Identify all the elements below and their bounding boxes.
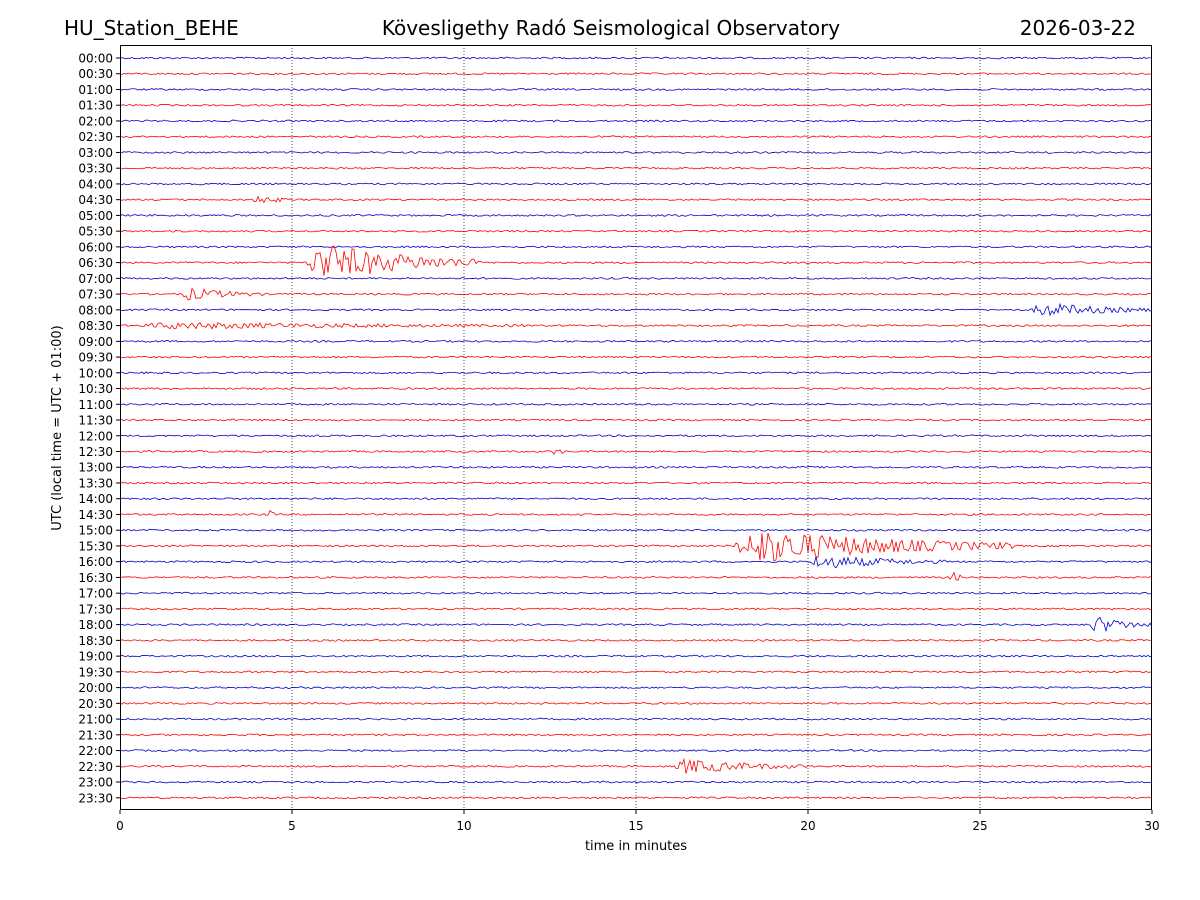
y-tick-label: 14:30 — [78, 508, 113, 522]
trace-2130 — [119, 733, 1153, 737]
y-tick-label: 12:30 — [78, 445, 113, 459]
x-tick-label: 10 — [456, 819, 471, 833]
y-tick-label: 01:00 — [78, 83, 113, 97]
trace-2100 — [119, 717, 1153, 721]
x-axis-label: time in minutes — [585, 839, 687, 854]
station-name: HU_Station_BEHE — [64, 16, 239, 40]
x-tick-label: 30 — [1144, 819, 1159, 833]
y-tick-label: 09:00 — [78, 335, 113, 349]
trace-1300 — [119, 465, 1153, 469]
y-tick-label: 20:00 — [78, 681, 113, 695]
x-tick-label: 0 — [116, 819, 124, 833]
y-tick-label: 04:30 — [78, 193, 113, 207]
y-tick-label: 20:30 — [78, 697, 113, 711]
observatory-title: Kövesligethy Radó Seismological Observat… — [382, 16, 840, 40]
trace-0030 — [119, 72, 1153, 76]
y-tick-label: 02:30 — [78, 130, 113, 144]
y-tick-label: 11:30 — [78, 414, 113, 428]
trace-0700 — [119, 276, 1153, 280]
y-tick-label: 19:30 — [78, 665, 113, 679]
trace-1030 — [119, 387, 1153, 390]
x-tick-label: 5 — [288, 819, 296, 833]
y-tick-label: 11:00 — [78, 398, 113, 412]
y-tick-label: 15:00 — [78, 524, 113, 538]
y-tick-label: 10:30 — [78, 382, 113, 396]
y-tick-label: 05:30 — [78, 225, 113, 239]
trace-2330 — [119, 796, 1153, 800]
y-tick-label: 21:00 — [78, 713, 113, 727]
y-tick-label: 00:00 — [78, 52, 113, 66]
trace-2030 — [119, 701, 1153, 705]
y-tick-label: 18:00 — [78, 618, 113, 632]
trace-1200 — [119, 434, 1153, 438]
y-tick-label: 17:30 — [78, 602, 113, 616]
y-tick-label: 09:30 — [78, 351, 113, 365]
y-tick-label: 19:00 — [78, 650, 113, 664]
plot-frame — [120, 45, 1152, 810]
trace-0630 — [119, 244, 1153, 276]
trace-0430 — [119, 195, 1153, 204]
y-tick-label: 03:00 — [78, 146, 113, 160]
trace-0900 — [119, 339, 1153, 343]
y-tick-label: 07:30 — [78, 288, 113, 302]
y-tick-label: 04:00 — [78, 177, 113, 191]
y-tick-label: 00:30 — [78, 67, 113, 81]
y-axis-label: UTC (local time = UTC + 01:00) — [50, 325, 65, 530]
y-tick-label: 05:00 — [78, 209, 113, 223]
x-tick-label: 15 — [628, 819, 643, 833]
x-tick-label: 25 — [972, 819, 987, 833]
trace-2300 — [119, 780, 1153, 784]
y-tick-label: 17:00 — [78, 587, 113, 601]
trace-0800 — [119, 302, 1153, 317]
y-tick-label: 23:30 — [78, 791, 113, 805]
y-tick-label: 12:00 — [78, 429, 113, 443]
plot-date: 2026-03-22 — [1020, 16, 1136, 40]
trace-1930 — [119, 670, 1153, 674]
y-tick-label: 08:00 — [78, 303, 113, 317]
y-tick-label: 18:30 — [78, 634, 113, 648]
trace-1900 — [119, 654, 1153, 658]
trace-1100 — [119, 402, 1153, 406]
y-tick-label: 13:00 — [78, 461, 113, 475]
y-tick-label: 06:00 — [78, 240, 113, 254]
y-tick-label: 16:00 — [78, 555, 113, 569]
y-tick-label: 16:30 — [78, 571, 113, 585]
y-tick-label: 21:30 — [78, 728, 113, 742]
y-tick-label: 23:00 — [78, 776, 113, 790]
y-tick-label: 22:00 — [78, 744, 113, 758]
y-tick-label: 07:00 — [78, 272, 113, 286]
y-tick-label: 10:00 — [78, 366, 113, 380]
trace-1700 — [119, 591, 1153, 595]
y-tick-label: 06:30 — [78, 256, 113, 270]
trace-1330 — [119, 481, 1153, 485]
y-tick-label: 13:30 — [78, 476, 113, 490]
y-tick-label: 03:30 — [78, 162, 113, 176]
y-tick-label: 08:30 — [78, 319, 113, 333]
x-tick-label: 20 — [800, 819, 815, 833]
y-tick-label: 22:30 — [78, 760, 113, 774]
y-tick-label: 14:00 — [78, 492, 113, 506]
x-axis-ticks: 0 5 10 15 20 25 30 — [116, 810, 1160, 833]
y-tick-label: 15:30 — [78, 539, 113, 553]
vertical-gridlines — [291, 45, 981, 810]
y-tick-label: 01:30 — [78, 99, 113, 113]
y-tick-label: 02:00 — [78, 114, 113, 128]
trace-0230 — [119, 135, 1153, 139]
trace-1500 — [119, 528, 1153, 532]
